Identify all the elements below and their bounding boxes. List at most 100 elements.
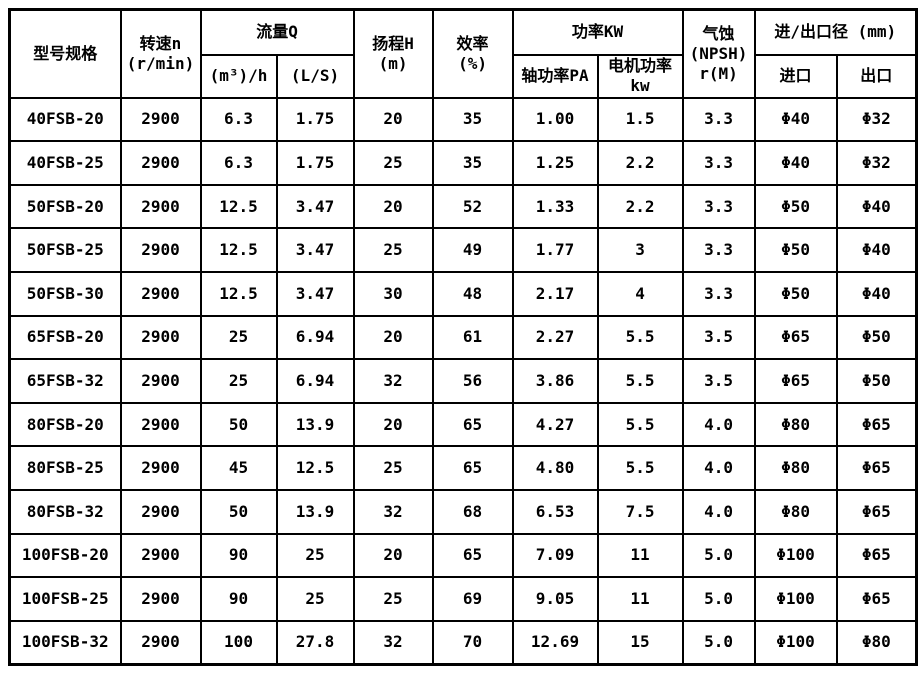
cell-flow-m3h: 12.5 <box>199 183 278 230</box>
cell-efficiency: 56 <box>431 358 514 404</box>
cell-speed: 2900 <box>119 532 202 579</box>
cell-model: 80FSB-20 <box>8 401 122 448</box>
cell-npsh: 4.0 <box>681 401 756 448</box>
cell-npsh: 3.3 <box>681 140 756 186</box>
cell-inlet: Φ50 <box>753 183 838 230</box>
table-row: 65FSB-20 2900 25 6.94 20 61 2.27 5.5 3.5 Φ65 Φ50 <box>8 314 918 361</box>
cell-flow-m3h: 45 <box>199 445 278 491</box>
cell-flow-m3h: 50 <box>199 488 278 535</box>
table-row: 65FSB-32 2900 25 6.94 32 56 3.86 5.5 3.5 Φ65 Φ50 <box>8 358 918 404</box>
cell-npsh: 5.0 <box>681 619 756 666</box>
cell-flow-ls: 3.47 <box>275 227 355 273</box>
table-row: 50FSB-25 2900 12.5 3.47 25 49 1.77 3 3.3 Φ50 Φ40 <box>8 227 918 273</box>
cell-flow-ls: 13.9 <box>275 401 355 448</box>
cell-head: 30 <box>352 270 434 317</box>
table-body: 40FSB-20 2900 6.3 1.75 20 35 1.00 1.5 3.3 Φ40 Φ32 4… <box>8 96 918 666</box>
cell-efficiency: 35 <box>431 140 514 186</box>
cell-flow-ls: 1.75 <box>275 140 355 186</box>
cell-inlet: Φ80 <box>753 401 838 448</box>
cell-inlet: Φ50 <box>753 227 838 273</box>
cell-flow-m3h: 6.3 <box>199 96 278 143</box>
cell-flow-m3h: 90 <box>199 532 278 579</box>
cell-motor-power: 1.5 <box>596 96 684 143</box>
cell-efficiency: 70 <box>431 619 514 666</box>
cell-speed: 2900 <box>119 576 202 622</box>
cell-inlet: Φ40 <box>753 96 838 143</box>
cell-inlet: Φ80 <box>753 445 838 491</box>
cell-inlet: Φ80 <box>753 488 838 535</box>
cell-flow-m3h: 12.5 <box>199 227 278 273</box>
cell-speed: 2900 <box>119 270 202 317</box>
cell-flow-m3h: 100 <box>199 619 278 666</box>
cell-outlet: Φ65 <box>835 401 918 448</box>
cell-flow-m3h: 50 <box>199 401 278 448</box>
cell-flow-m3h: 6.3 <box>199 140 278 186</box>
cell-npsh: 3.3 <box>681 183 756 230</box>
cell-head: 20 <box>352 532 434 579</box>
cell-speed: 2900 <box>119 445 202 491</box>
cell-model: 40FSB-20 <box>8 96 122 143</box>
table-header: 型号规格 转速n (r/min) 流量Q 扬程H (m) 效率 (%) 功率KW… <box>8 8 918 99</box>
cell-flow-ls: 6.94 <box>275 358 355 404</box>
cell-motor-power: 5.5 <box>596 358 684 404</box>
cell-model: 80FSB-25 <box>8 445 122 491</box>
cell-flow-m3h: 12.5 <box>199 270 278 317</box>
cell-flow-ls: 13.9 <box>275 488 355 535</box>
cell-npsh: 4.0 <box>681 488 756 535</box>
cell-model: 65FSB-20 <box>8 314 122 361</box>
cell-head: 32 <box>352 358 434 404</box>
cell-head: 25 <box>352 140 434 186</box>
cell-npsh: 4.0 <box>681 445 756 491</box>
cell-model: 100FSB-20 <box>8 532 122 579</box>
col-header-npsh: 气蚀 (NPSH) r(M) <box>681 8 756 99</box>
cell-model: 100FSB-25 <box>8 576 122 622</box>
cell-model: 65FSB-32 <box>8 358 122 404</box>
cell-shaft-power: 1.25 <box>511 140 599 186</box>
cell-outlet: Φ40 <box>835 270 918 317</box>
cell-head: 25 <box>352 576 434 622</box>
cell-head: 25 <box>352 445 434 491</box>
cell-motor-power: 5.5 <box>596 445 684 491</box>
cell-shaft-power: 6.53 <box>511 488 599 535</box>
cell-npsh: 3.5 <box>681 314 756 361</box>
table-row: 40FSB-25 2900 6.3 1.75 25 35 1.25 2.2 3.3 Φ40 Φ32 <box>8 140 918 186</box>
table-row: 80FSB-32 2900 50 13.9 32 68 6.53 7.5 4.0 Φ80 Φ65 <box>8 488 918 535</box>
col-header-speed: 转速n (r/min) <box>119 8 202 99</box>
table-row: 100FSB-32 2900 100 27.8 32 70 12.69 15 5.0 Φ100 Φ8… <box>8 619 918 666</box>
cell-head: 32 <box>352 488 434 535</box>
cell-outlet: Φ65 <box>835 576 918 622</box>
cell-inlet: Φ100 <box>753 532 838 579</box>
cell-flow-ls: 6.94 <box>275 314 355 361</box>
cell-flow-m3h: 25 <box>199 314 278 361</box>
table-row: 80FSB-25 2900 45 12.5 25 65 4.80 5.5 4.0 Φ80 Φ65 <box>8 445 918 491</box>
cell-motor-power: 15 <box>596 619 684 666</box>
cell-motor-power: 11 <box>596 576 684 622</box>
col-header-inlet-outlet-group: 进/出口径 (mm) <box>753 8 918 56</box>
col-header-model: 型号规格 <box>8 8 122 99</box>
cell-shaft-power: 1.77 <box>511 227 599 273</box>
cell-shaft-power: 2.17 <box>511 270 599 317</box>
cell-flow-ls: 27.8 <box>275 619 355 666</box>
cell-model: 50FSB-20 <box>8 183 122 230</box>
cell-flow-ls: 3.47 <box>275 270 355 317</box>
cell-speed: 2900 <box>119 140 202 186</box>
cell-motor-power: 2.2 <box>596 140 684 186</box>
cell-efficiency: 65 <box>431 532 514 579</box>
header-row-1: 型号规格 转速n (r/min) 流量Q 扬程H (m) 效率 (%) 功率KW… <box>8 8 918 99</box>
cell-shaft-power: 1.00 <box>511 96 599 143</box>
cell-speed: 2900 <box>119 314 202 361</box>
cell-inlet: Φ65 <box>753 314 838 361</box>
table-row: 50FSB-20 2900 12.5 3.47 20 52 1.33 2.2 3.3 Φ50 Φ40 <box>8 183 918 230</box>
cell-inlet: Φ100 <box>753 576 838 622</box>
cell-motor-power: 5.5 <box>596 401 684 448</box>
header-row-2: (m³)/h (L/S) 轴功率PA 电机功率 kw 进口 出口 <box>10 53 918 99</box>
cell-inlet: Φ40 <box>753 140 838 186</box>
cell-speed: 2900 <box>119 488 202 535</box>
col-header-model-label: 型号规格 <box>33 43 98 63</box>
cell-head: 20 <box>352 96 434 143</box>
cell-head: 32 <box>352 619 434 666</box>
pump-spec-table: 型号规格 转速n (r/min) 流量Q 扬程H (m) 效率 (%) 功率KW… <box>8 8 919 666</box>
table-row: 40FSB-20 2900 6.3 1.75 20 35 1.00 1.5 3.3 Φ40 Φ32 <box>8 96 918 143</box>
cell-outlet: Φ65 <box>835 532 918 579</box>
cell-efficiency: 49 <box>431 227 514 273</box>
